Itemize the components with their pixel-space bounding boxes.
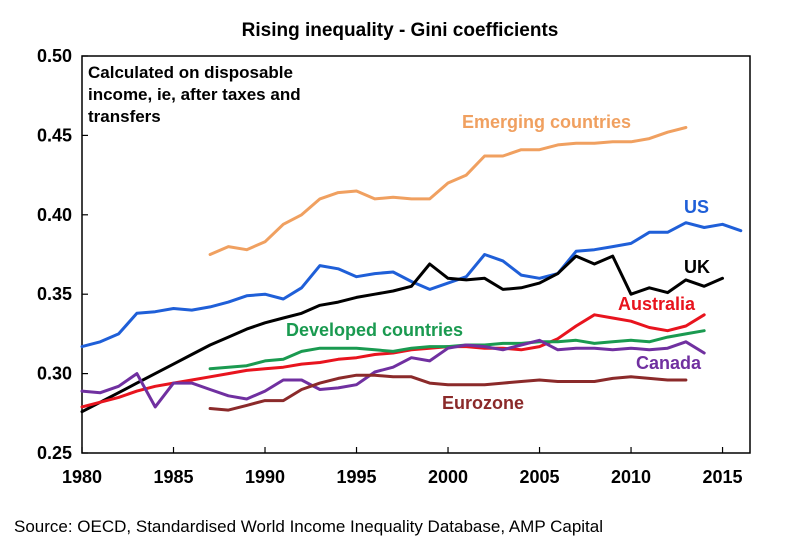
y-tick-label: 0.30 [37,364,72,384]
x-tick-label: 2005 [520,467,560,487]
series-line-australia [80,313,706,409]
x-tick-label: 2000 [428,467,468,487]
plot-area-frame [81,55,751,454]
series-lines [80,126,743,414]
source-note: Source: OECD, Standardised World Income … [14,517,604,536]
axis-ticks: 0.25 0.30 0.35 0.40 0.45 0.50 1980 1985 1990 1995… [37,46,743,487]
y-tick-label: 0.50 [37,46,72,66]
x-tick-label: 1985 [153,467,193,487]
series-labels: Emerging countries US UK Australia Devel… [286,112,710,413]
x-tick-label: 1990 [245,467,285,487]
x-tick-label: 1995 [336,467,376,487]
series-line-uk [80,254,724,414]
series-label-eurozone: Eurozone [442,393,524,413]
series-line-us [80,221,743,349]
series-label-australia: Australia [618,294,696,314]
chart-note: Calculated on disposable income, ie, aft… [88,63,301,126]
y-tick-label: 0.25 [37,443,72,463]
series-label-uk: UK [684,257,710,277]
x-tick-label: 1980 [62,467,102,487]
series-line-emerging-countries [208,126,688,256]
series-label-emerging-countries: Emerging countries [462,112,631,132]
series-line-canada [80,338,706,409]
series-line-eurozone [208,373,688,412]
x-tick-label: 2010 [611,467,651,487]
series-label-us: US [684,197,709,217]
y-tick-label: 0.45 [37,125,72,145]
series-label-developed-countries: Developed countries [286,320,463,340]
y-tick-label: 0.40 [37,205,72,225]
series-label-canada: Canada [636,353,702,373]
y-tick-label: 0.35 [37,284,72,304]
x-tick-label: 2015 [703,467,743,487]
chart-title: Rising inequality - Gini coefficients [241,20,559,41]
